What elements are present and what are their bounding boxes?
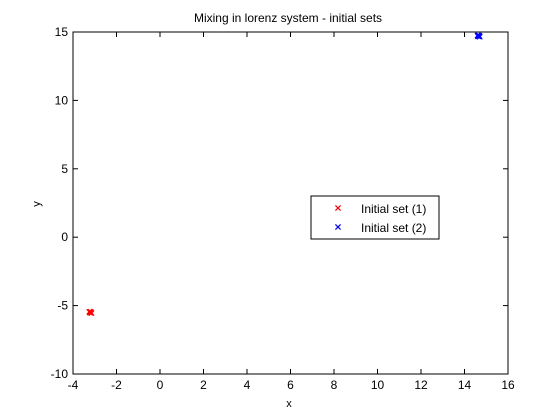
y-tick-label: -5 <box>57 299 68 313</box>
x-tick-label: 16 <box>501 378 515 392</box>
x-tick-label: -2 <box>111 378 122 392</box>
x-tick-label: -4 <box>68 378 79 392</box>
x-tick-label: 0 <box>157 378 164 392</box>
legend-label-initial-set-2: Initial set (2) <box>361 221 426 235</box>
x-tick-label: 2 <box>200 378 207 392</box>
legend-marker-initial-set-2 <box>334 223 342 231</box>
x-axis: -4 -2 0 2 4 6 8 10 12 14 16 <box>68 32 515 392</box>
series-layer <box>86 32 483 317</box>
y-axis: -10 -5 0 5 10 15 <box>51 25 508 381</box>
y-tick-label: 5 <box>61 162 68 176</box>
y-tick-label: -10 <box>51 367 69 381</box>
y-axis-label: y <box>31 201 43 207</box>
legend-marker-glyph <box>334 204 342 212</box>
series-2 <box>474 32 483 40</box>
series-1 <box>86 308 95 317</box>
x-tick-label: 8 <box>331 378 338 392</box>
legend: Initial set (1) Initial set (2) <box>310 195 440 240</box>
legend-label-initial-set-1: Initial set (1) <box>361 202 426 216</box>
y-tick-label: 10 <box>55 93 69 107</box>
data-point <box>475 32 482 39</box>
chart-title: Mixing in lorenz system - initial sets <box>194 11 382 25</box>
legend-marker-initial-set-1 <box>334 204 342 212</box>
y-tick-label: 15 <box>55 25 69 39</box>
x-tick-label: 10 <box>371 378 385 392</box>
x-tick-label: 4 <box>244 378 251 392</box>
x-tick-label: 6 <box>287 378 294 392</box>
legend-marker-glyph <box>334 223 342 231</box>
legend-box <box>310 195 440 240</box>
x-axis-label: x <box>286 398 292 410</box>
x-tick-label: 12 <box>414 378 428 392</box>
plot-area <box>72 31 509 375</box>
y-tick-label: 0 <box>61 230 68 244</box>
x-tick-label: 14 <box>458 378 472 392</box>
data-point <box>87 308 94 315</box>
